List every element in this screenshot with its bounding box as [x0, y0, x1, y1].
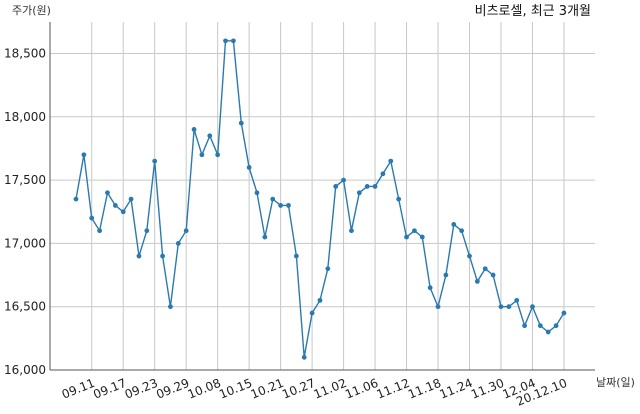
y-tick-label: 16,500 [4, 300, 46, 314]
y-tick-label: 17,500 [4, 173, 46, 187]
data-point [293, 253, 299, 259]
data-point [545, 329, 551, 335]
y-tick-label: 16,000 [4, 363, 46, 377]
data-point [459, 228, 465, 234]
data-point [144, 228, 150, 234]
data-point [270, 196, 276, 202]
data-point [286, 203, 291, 208]
y-axis-ticks: 16,000 16,500 17,000 17,500 18,000 18,500 [4, 47, 46, 378]
data-point [514, 297, 520, 303]
data-point [207, 133, 213, 139]
data-point [231, 38, 236, 44]
data-point [152, 158, 158, 164]
data-point [490, 272, 496, 278]
data-point [238, 120, 244, 126]
data-point [364, 184, 370, 189]
data-point [183, 228, 189, 234]
data-point [443, 272, 449, 278]
data-point [349, 228, 354, 234]
y-tick-label: 18,000 [4, 110, 46, 124]
data-point [553, 323, 559, 329]
grid-lines [49, 22, 595, 371]
data-point [105, 190, 110, 196]
y-tick-label: 18,500 [4, 47, 46, 61]
chart-title: 비츠로셀, 최근 3개월 [475, 4, 591, 19]
data-point [404, 234, 409, 240]
data-point [160, 253, 165, 259]
data-point [537, 323, 543, 329]
price-series [73, 38, 567, 360]
data-point [380, 171, 386, 177]
data-point [191, 127, 197, 132]
x-axis-label: 날짜(일) [596, 375, 635, 389]
data-point [333, 184, 339, 189]
data-point [168, 304, 173, 310]
data-point [427, 285, 433, 291]
data-point [506, 304, 512, 310]
data-point [341, 177, 346, 183]
x-axis-ticks: 09.1109.1709.2309.2910.0810.1510.2110.27… [60, 376, 569, 409]
data-point [396, 196, 402, 202]
data-point [498, 304, 504, 310]
price-line [75, 40, 565, 358]
data-point [136, 253, 142, 259]
data-point [89, 215, 95, 221]
data-point [451, 222, 457, 227]
data-point [81, 152, 87, 158]
data-point [419, 234, 425, 240]
data-point [199, 152, 205, 158]
data-point [467, 253, 472, 259]
data-point [325, 266, 331, 272]
data-point [73, 196, 79, 202]
data-point [561, 310, 567, 316]
data-point [97, 228, 103, 234]
data-point [356, 190, 362, 196]
y-tick-label: 17,000 [4, 236, 46, 250]
data-point [254, 190, 260, 196]
data-point [388, 158, 394, 164]
data-point [435, 304, 441, 310]
data-point [112, 203, 118, 208]
data-point [309, 310, 315, 316]
data-point [317, 297, 323, 303]
data-point [482, 266, 488, 272]
data-point [128, 196, 134, 202]
data-point [215, 152, 221, 158]
data-point [262, 234, 268, 240]
data-point [175, 241, 181, 246]
data-point [120, 209, 126, 215]
data-point [522, 323, 527, 329]
data-point [223, 38, 228, 44]
data-point [372, 184, 378, 189]
data-point [246, 165, 252, 170]
data-point [301, 354, 307, 360]
data-point [530, 304, 535, 310]
data-point [278, 203, 284, 208]
data-point [412, 228, 417, 234]
data-point [474, 278, 480, 284]
y-axis-label: 주가(원) [12, 4, 51, 17]
